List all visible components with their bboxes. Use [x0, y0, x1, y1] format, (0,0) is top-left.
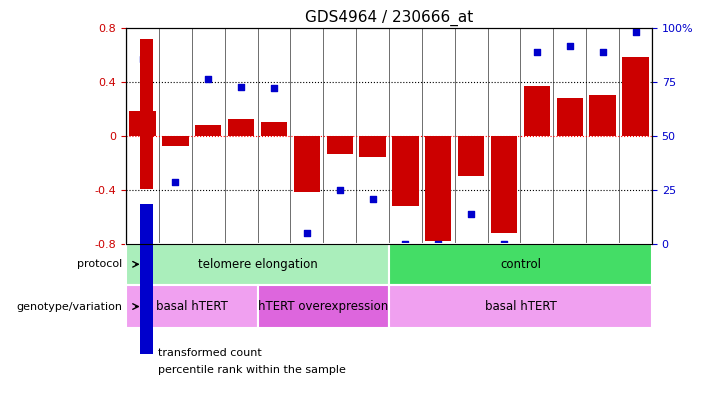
Bar: [140, 204, 153, 354]
Text: genotype/variation: genotype/variation: [17, 301, 123, 312]
Point: [531, 49, 543, 55]
Bar: [126, 285, 258, 328]
Bar: [622, 57, 648, 136]
Point: [564, 43, 576, 50]
Bar: [393, 136, 418, 206]
Point: [203, 76, 214, 82]
Point: [236, 84, 247, 90]
Point: [630, 28, 641, 35]
Title: GDS4964 / 230666_at: GDS4964 / 230666_at: [305, 10, 473, 26]
Bar: [491, 136, 517, 233]
Text: telomere elongation: telomere elongation: [198, 258, 318, 271]
Text: hTERT overexpression: hTERT overexpression: [258, 300, 388, 313]
Bar: [258, 285, 389, 328]
Bar: [590, 95, 615, 136]
Point: [170, 178, 181, 185]
Bar: [228, 119, 254, 136]
Point: [334, 186, 346, 193]
Bar: [163, 136, 189, 146]
Bar: [426, 136, 451, 241]
Point: [367, 196, 379, 202]
Point: [400, 241, 411, 247]
Point: [433, 241, 444, 247]
Point: [301, 230, 313, 236]
Bar: [389, 244, 652, 285]
Bar: [389, 285, 652, 328]
Bar: [360, 136, 386, 157]
Text: basal hTERT: basal hTERT: [156, 300, 228, 313]
Text: basal hTERT: basal hTERT: [484, 300, 557, 313]
Bar: [126, 244, 389, 285]
Bar: [140, 39, 153, 189]
Text: control: control: [500, 258, 541, 271]
Text: transformed count: transformed count: [158, 348, 261, 358]
Point: [597, 49, 608, 55]
Bar: [195, 125, 222, 136]
Bar: [458, 136, 484, 176]
Bar: [294, 136, 320, 192]
Bar: [261, 122, 287, 136]
Point: [268, 85, 280, 92]
Bar: [327, 136, 353, 154]
Bar: [557, 98, 583, 136]
Bar: [130, 111, 156, 136]
Point: [498, 241, 510, 247]
Text: percentile rank within the sample: percentile rank within the sample: [158, 365, 346, 375]
Point: [465, 211, 477, 217]
Text: protocol: protocol: [77, 259, 123, 269]
Point: [137, 55, 148, 62]
Bar: [524, 86, 550, 136]
